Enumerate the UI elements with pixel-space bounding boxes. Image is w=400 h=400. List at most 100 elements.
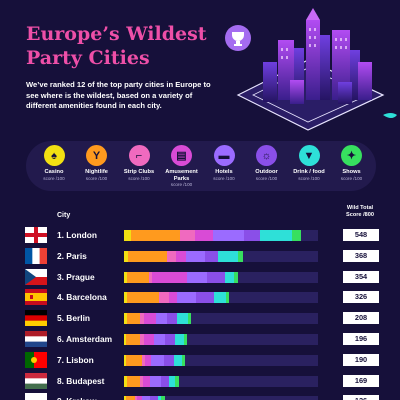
legend-label-text: Shows — [342, 169, 361, 175]
legend-score-unit: score /100 — [85, 175, 108, 181]
legend-score-unit: score /100 — [255, 175, 278, 181]
bar-segment-casino — [124, 334, 126, 345]
legend-item-shows: ✦ Shows score /100 — [330, 145, 374, 182]
legend-label: Nightlife score /100 — [75, 169, 119, 182]
bar-track — [124, 271, 318, 283]
wild-total-score: 354 — [343, 270, 379, 283]
bar-segment-amusement-parks — [176, 250, 187, 262]
legend-label: Outdoor score /100 — [245, 169, 289, 182]
bar-track — [124, 292, 318, 304]
city-skyline-illustration — [225, 8, 397, 131]
germany-flag-icon — [25, 310, 47, 327]
table-row: 9. Krakow 126 — [0, 392, 400, 400]
table-row: 8. Budapest 169 — [0, 372, 400, 394]
score-header-line-2: Score /800 — [346, 212, 374, 218]
legend-item-nightlife: Y Nightlife score /100 — [75, 145, 119, 182]
wild-total-score: 196 — [343, 333, 379, 345]
bar-segment-amusement-parks — [144, 313, 156, 325]
bar-segment-outdoor — [243, 230, 260, 241]
bar-segment-shows — [233, 271, 239, 283]
bar-segment-shows — [182, 354, 186, 366]
wild-total-score: 190 — [343, 353, 379, 366]
wild-total-score: 169 — [343, 374, 379, 387]
legend-label-text: Outdoor — [255, 169, 278, 175]
bar-segment-amusement-parks — [143, 375, 150, 387]
legend-label-text: Strip Clubs — [123, 169, 155, 175]
bar-segment-drink-food — [175, 334, 185, 345]
bar-segment-shows — [237, 250, 243, 262]
bar-segment-strip-clubs — [139, 313, 145, 325]
legend-label-text: Casino — [44, 169, 64, 175]
bar-track — [124, 250, 318, 262]
city-name: 3. Prague — [57, 271, 95, 282]
legend-score-unit: score /100 — [170, 182, 193, 188]
city-name: 4. Barcelona — [57, 292, 107, 303]
bar-segment-outdoor — [196, 292, 214, 304]
city-name: 2. Paris — [57, 250, 87, 261]
spade-icon: ♠ — [43, 145, 65, 166]
city-name: 9. Krakow — [57, 396, 97, 400]
heel-icon: ⌐ — [128, 145, 150, 166]
stacked-bar — [124, 230, 302, 241]
legend-label: Hotels score /100 — [202, 169, 246, 182]
bar-segment-drink-food — [218, 250, 238, 262]
bar-segment-strip-clubs — [135, 396, 138, 400]
bar-segment-outdoor — [164, 354, 174, 366]
bar-segment-casino — [124, 271, 127, 283]
bar-segment-hotels — [212, 230, 244, 241]
legend-label: Casino score /100 — [32, 169, 76, 182]
bar-segment-nightlife — [131, 230, 180, 241]
legend-label-text: Drink / food — [293, 169, 325, 175]
wild-total-score: 326 — [343, 291, 379, 304]
bar-segment-casino — [124, 292, 127, 304]
bar-segment-nightlife — [126, 313, 140, 325]
city-name: 6. Amsterdam — [57, 334, 113, 344]
stacked-bar — [124, 313, 192, 325]
portugal-flag-icon — [25, 351, 47, 368]
bar-track — [124, 313, 318, 325]
legend-item-amusement-parks: ▤ Amusement Parks score /100 — [160, 145, 204, 189]
bar-segment-hotels — [155, 313, 167, 325]
hungary-flag-icon — [25, 372, 47, 389]
bar-segment-hotels — [151, 354, 165, 366]
bar-segment-amusement-parks — [144, 354, 152, 366]
cocktail-icon: Y — [86, 145, 107, 166]
bar-segment-hotels — [142, 396, 151, 400]
bar-segment-nightlife — [125, 354, 143, 366]
bar-segment-outdoor — [205, 250, 219, 262]
legend-score-unit: score /100 — [213, 175, 235, 181]
legend-score-unit: score /100 — [43, 175, 65, 181]
legend-item-outdoor: ☼ Outdoor score /100 — [245, 145, 289, 182]
outdoor-icon: ☼ — [256, 145, 277, 166]
bar-segment-strip-clubs — [142, 354, 145, 366]
wild-total-score: 126 — [343, 395, 379, 400]
bar-segment-casino — [124, 250, 128, 262]
bar-segment-amusement-parks — [137, 396, 143, 400]
bar-segment-casino — [124, 230, 132, 241]
table-row: 6. Amsterdam 196 — [0, 330, 400, 352]
bar-segment-drink-food — [259, 230, 293, 241]
legend-label-text: Nightlife — [85, 169, 108, 175]
bar-segment-amusement-parks — [168, 292, 177, 304]
bar-segment-casino — [124, 375, 128, 387]
legend-label: Drink / food score /100 — [287, 169, 331, 182]
stacked-bar — [124, 354, 186, 366]
score-column-header: Wild Total Score /800 — [338, 205, 382, 219]
drink-icon: ▼ — [298, 145, 320, 166]
bar-segment-amusement-parks — [195, 230, 213, 241]
bar-track — [124, 375, 318, 387]
bed-icon: ▬ — [213, 145, 235, 166]
spain-flag-icon — [25, 289, 47, 306]
stacked-bar — [124, 250, 243, 262]
bar-segment-casino — [124, 313, 127, 325]
czech-flag-icon — [25, 268, 47, 285]
bar-segment-shows — [292, 230, 302, 241]
bar-segment-shows — [226, 292, 230, 304]
stacked-bar — [124, 271, 239, 283]
page-title: Europe’s Wildest Party Cities — [26, 22, 226, 70]
table-row: 3. Prague 354 — [0, 268, 400, 290]
legend-label: Amusement Parks score /100 — [160, 169, 204, 189]
legend-score-unit: score /100 — [298, 175, 320, 181]
amusement-icon: ▤ — [171, 145, 192, 166]
bar-track — [124, 396, 318, 400]
